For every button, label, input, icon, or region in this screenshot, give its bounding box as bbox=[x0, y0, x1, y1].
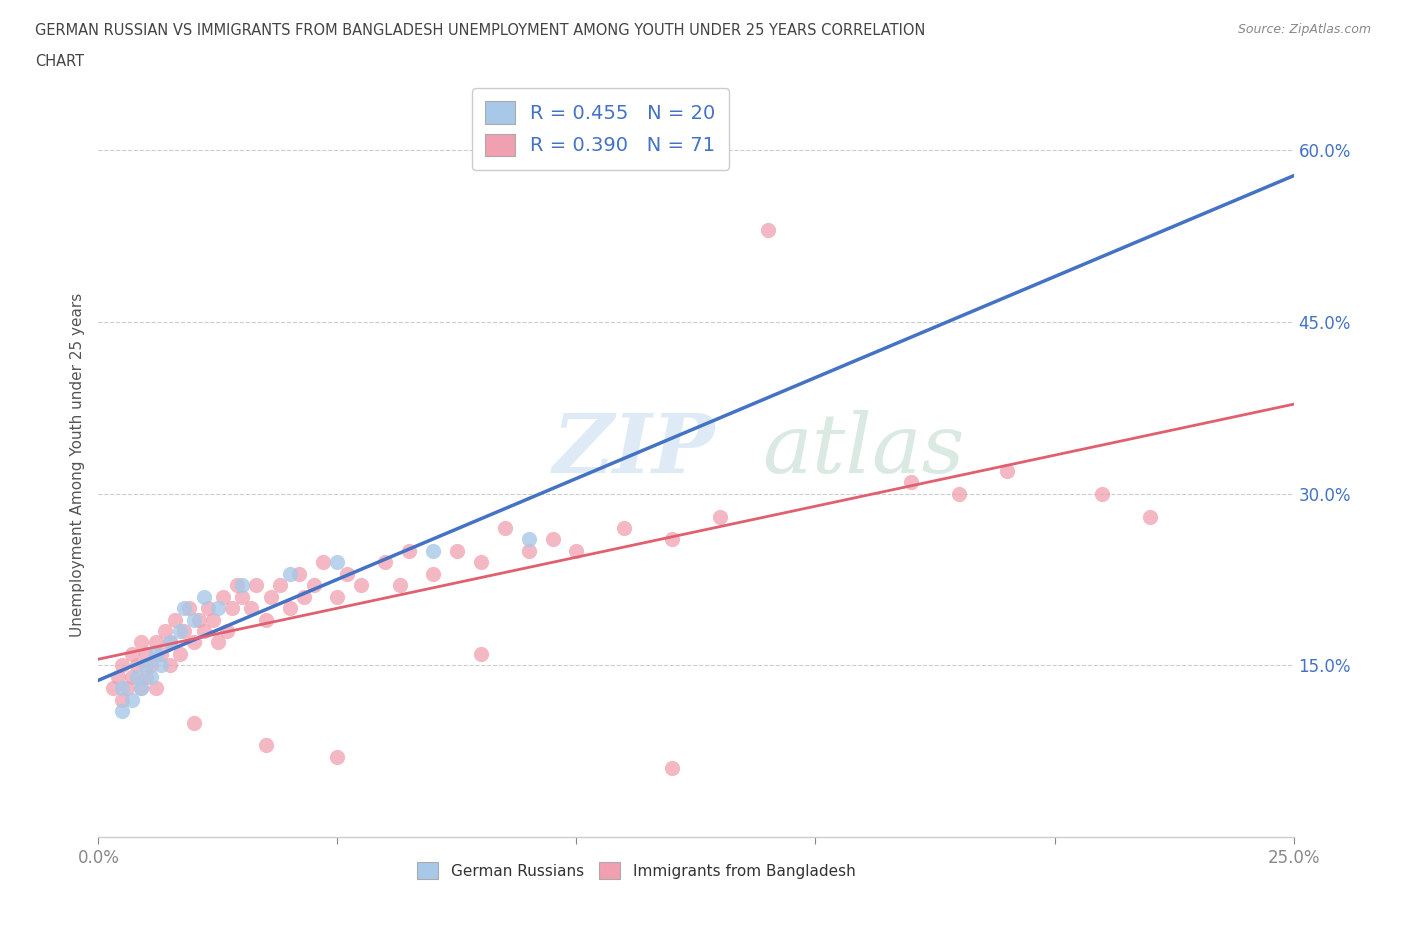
Point bbox=[541, 532, 564, 547]
Legend: German Russians, Immigrants from Bangladesh: German Russians, Immigrants from Banglad… bbox=[411, 857, 862, 885]
Point bbox=[494, 521, 516, 536]
Point bbox=[350, 578, 373, 592]
Point bbox=[221, 601, 243, 616]
Point bbox=[125, 670, 148, 684]
Point bbox=[121, 692, 143, 707]
Text: Source: ZipAtlas.com: Source: ZipAtlas.com bbox=[1237, 23, 1371, 36]
Point bbox=[193, 623, 215, 638]
Point bbox=[111, 658, 134, 672]
Point bbox=[292, 590, 315, 604]
Point bbox=[269, 578, 291, 592]
Point bbox=[336, 566, 359, 581]
Point bbox=[326, 590, 349, 604]
Point bbox=[398, 543, 420, 558]
Point bbox=[661, 532, 683, 547]
Point bbox=[709, 509, 731, 524]
Point bbox=[159, 635, 181, 650]
Point bbox=[163, 612, 186, 627]
Point bbox=[173, 601, 195, 616]
Point bbox=[288, 566, 311, 581]
Point bbox=[388, 578, 411, 592]
Point bbox=[217, 623, 239, 638]
Point bbox=[240, 601, 263, 616]
Point bbox=[183, 635, 205, 650]
Point bbox=[254, 738, 277, 753]
Point bbox=[111, 681, 134, 696]
Point bbox=[254, 612, 277, 627]
Point bbox=[517, 532, 540, 547]
Point bbox=[101, 681, 124, 696]
Point bbox=[183, 612, 205, 627]
Point bbox=[995, 463, 1018, 478]
Point bbox=[661, 761, 683, 776]
Y-axis label: Unemployment Among Youth under 25 years: Unemployment Among Youth under 25 years bbox=[69, 293, 84, 637]
Point bbox=[948, 486, 970, 501]
Point bbox=[131, 681, 153, 696]
Point bbox=[107, 670, 129, 684]
Text: GERMAN RUSSIAN VS IMMIGRANTS FROM BANGLADESH UNEMPLOYMENT AMONG YOUTH UNDER 25 Y: GERMAN RUSSIAN VS IMMIGRANTS FROM BANGLA… bbox=[35, 23, 925, 38]
Point bbox=[278, 566, 301, 581]
Point bbox=[131, 681, 153, 696]
Point bbox=[1091, 486, 1114, 501]
Point bbox=[446, 543, 468, 558]
Point bbox=[302, 578, 325, 592]
Text: atlas: atlas bbox=[762, 410, 965, 490]
Point bbox=[565, 543, 588, 558]
Point bbox=[155, 623, 177, 638]
Point bbox=[173, 623, 195, 638]
Point bbox=[470, 646, 492, 661]
Point bbox=[135, 646, 157, 661]
Point bbox=[159, 635, 181, 650]
Point bbox=[756, 223, 779, 238]
Point bbox=[278, 601, 301, 616]
Text: CHART: CHART bbox=[35, 54, 84, 69]
Point bbox=[111, 692, 134, 707]
Point bbox=[259, 590, 281, 604]
Point bbox=[197, 601, 219, 616]
Point bbox=[193, 590, 215, 604]
Point bbox=[169, 646, 191, 661]
Point bbox=[470, 555, 492, 570]
Point bbox=[187, 612, 209, 627]
Point bbox=[613, 521, 636, 536]
Point bbox=[207, 601, 229, 616]
Point bbox=[231, 578, 253, 592]
Point bbox=[145, 681, 167, 696]
Point bbox=[207, 635, 229, 650]
Point bbox=[111, 704, 134, 719]
Point bbox=[135, 658, 157, 672]
Point bbox=[179, 601, 201, 616]
Point bbox=[183, 715, 205, 730]
Point bbox=[145, 635, 167, 650]
Point bbox=[115, 681, 138, 696]
Point bbox=[211, 590, 233, 604]
Point bbox=[326, 750, 349, 764]
Point bbox=[121, 670, 143, 684]
Point bbox=[131, 635, 153, 650]
Point bbox=[245, 578, 267, 592]
Point bbox=[900, 474, 922, 489]
Point bbox=[125, 658, 148, 672]
Point bbox=[1139, 509, 1161, 524]
Point bbox=[374, 555, 396, 570]
Point bbox=[135, 670, 157, 684]
Point bbox=[145, 646, 167, 661]
Point bbox=[202, 612, 225, 627]
Point bbox=[517, 543, 540, 558]
Point bbox=[422, 543, 444, 558]
Text: ZIP: ZIP bbox=[553, 410, 716, 490]
Point bbox=[169, 623, 191, 638]
Point bbox=[139, 658, 162, 672]
Point bbox=[159, 658, 181, 672]
Point bbox=[226, 578, 249, 592]
Point bbox=[121, 646, 143, 661]
Point bbox=[231, 590, 253, 604]
Point bbox=[139, 670, 162, 684]
Point bbox=[326, 555, 349, 570]
Point bbox=[149, 646, 172, 661]
Point bbox=[312, 555, 335, 570]
Point bbox=[422, 566, 444, 581]
Point bbox=[149, 658, 172, 672]
